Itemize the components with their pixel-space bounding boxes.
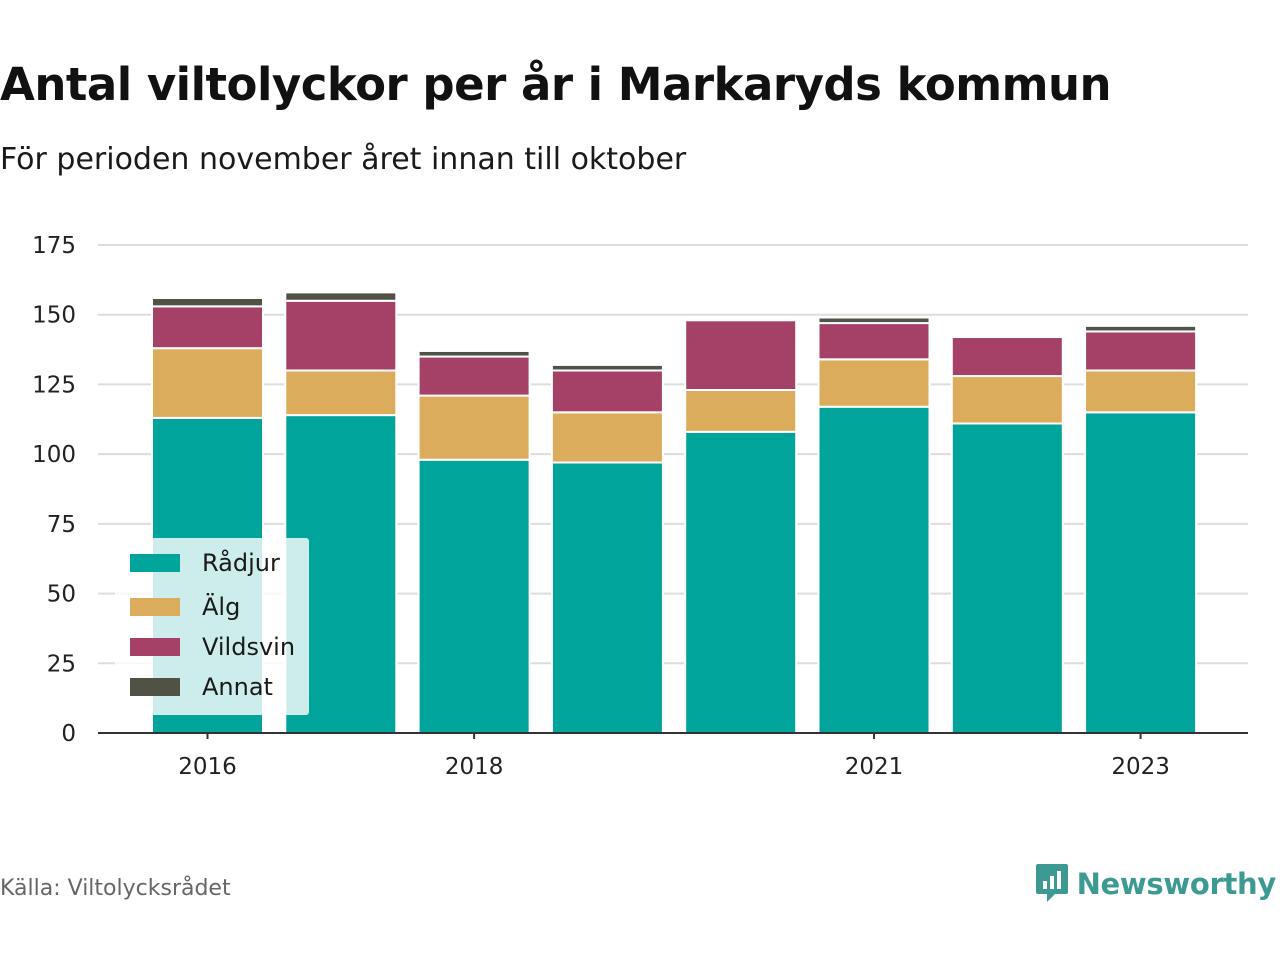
x-tick-label-2021: 2021 (845, 754, 904, 780)
legend-label-alg: Älg (202, 593, 241, 621)
bar-2022-1 (950, 375, 1064, 425)
bar-2016-1 (151, 347, 264, 419)
bar-2021-3 (817, 316, 931, 325)
newsworthy-logo-icon (1035, 862, 1069, 906)
legend-label-annat: Annat (202, 673, 273, 701)
x-tick-label-2016: 2016 (178, 754, 237, 780)
legend-item-radjur: Rådjur (130, 549, 280, 577)
bar-2018-2 (417, 355, 531, 397)
y-tick-label-175: 175 (32, 233, 76, 259)
y-tick-label-150: 150 (32, 303, 76, 329)
y-tick-label-125: 125 (32, 372, 76, 398)
y-tick-label-100: 100 (32, 442, 76, 468)
legend-swatch-annat (130, 678, 180, 696)
x-tick-label-2023: 2023 (1111, 754, 1170, 780)
brand-name: Newsworthy (1076, 867, 1277, 901)
bar-2019-0 (550, 461, 664, 734)
bar-2023-0 (1084, 411, 1198, 734)
bar-2023-1 (1084, 369, 1198, 414)
legend-label-vildsvin: Vildsvin (202, 633, 296, 661)
chart-title: Antal viltolyckor per år i Markaryds kom… (0, 58, 1112, 111)
bar-2022-0 (950, 422, 1064, 734)
legend-swatch-alg (130, 598, 180, 616)
bar-2020-0 (684, 430, 798, 734)
bar-2023-3 (1084, 324, 1198, 333)
bar-2016-2 (151, 305, 264, 350)
bar-2017-3 (284, 291, 398, 302)
bar-2020-2 (684, 319, 798, 392)
legend-swatch-radjur (130, 554, 180, 572)
bar-2017-1 (284, 369, 398, 417)
chart-subtitle: För perioden november året innan till ok… (0, 142, 687, 177)
source-note: Källa: Viltolycksrådet (0, 876, 231, 901)
bar-2020-1 (684, 389, 798, 433)
newsworthy-brand[interactable]: Newsworthy (1035, 862, 1276, 906)
x-tick-label-2018: 2018 (445, 754, 504, 780)
y-tick-label-0: 0 (61, 721, 76, 747)
bar-2019-1 (550, 411, 664, 464)
stacked-bar-chart: 0 25 50 75 100 125 150 175 2016 2018 2021 2023 (32, 233, 1248, 780)
bar-2017-2 (284, 299, 398, 372)
bar-2021-2 (817, 322, 931, 361)
bar-2023-2 (1084, 330, 1198, 372)
bar-2021-0 (817, 405, 931, 734)
bar-2016-3 (151, 296, 264, 308)
chart-legend: Rådjur Älg Vildsvin Annat (115, 538, 309, 715)
bar-2021-1 (817, 358, 931, 408)
bar-2018-0 (417, 458, 531, 734)
y-tick-label-50: 50 (47, 582, 76, 608)
legend-item-alg: Älg (130, 593, 241, 621)
legend-item-annat: Annat (130, 673, 273, 701)
bar-2018-1 (417, 394, 531, 461)
y-tick-label-75: 75 (47, 512, 76, 538)
bar-2019-3 (550, 363, 664, 372)
legend-item-vildsvin: Vildsvin (130, 633, 296, 661)
legend-label-radjur: Rådjur (202, 549, 280, 577)
bar-2022-2 (950, 336, 1064, 378)
bar-2019-2 (550, 369, 664, 414)
bar-2018-3 (417, 349, 531, 358)
y-tick-label-25: 25 (47, 651, 76, 677)
legend-swatch-vildsvin (130, 638, 180, 656)
